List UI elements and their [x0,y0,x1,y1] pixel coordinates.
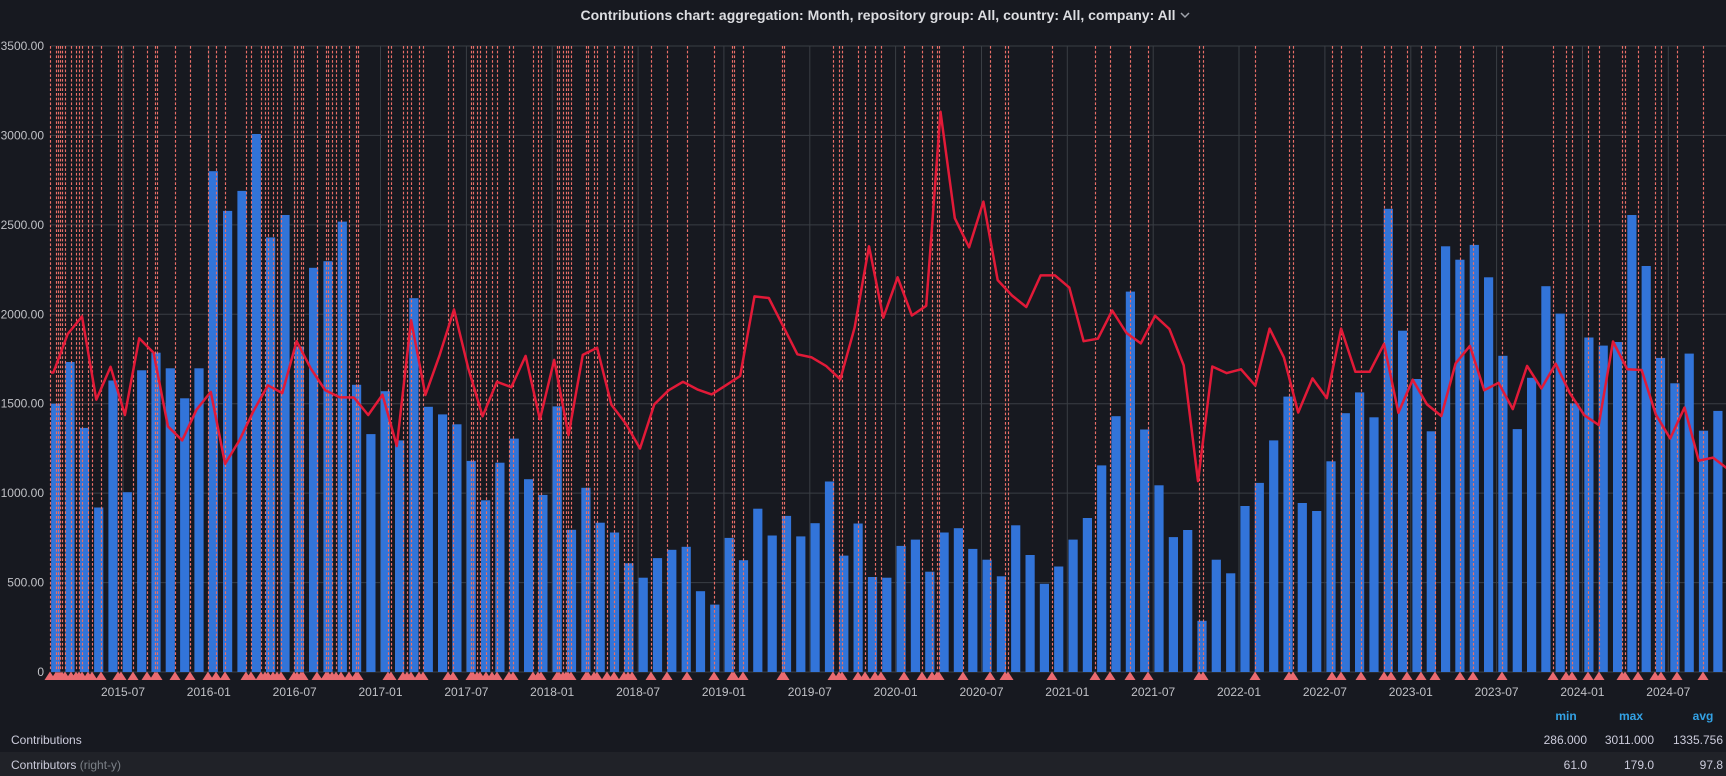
svg-text:2500.00: 2500.00 [1,218,45,232]
svg-text:2022-07: 2022-07 [1303,685,1347,699]
svg-text:min: min [1555,709,1576,723]
svg-text:2015-07: 2015-07 [101,685,145,699]
svg-text:1335.756: 1335.756 [1673,733,1723,747]
svg-text:2024-07: 2024-07 [1646,685,1690,699]
svg-text:1500.00: 1500.00 [1,397,45,411]
svg-text:Contributors (right-y): Contributors (right-y) [11,758,121,772]
svg-text:2020-07: 2020-07 [959,685,1003,699]
svg-text:2018-07: 2018-07 [616,685,660,699]
svg-text:2016-07: 2016-07 [273,685,317,699]
svg-text:3000.00: 3000.00 [1,128,45,142]
svg-text:2017-07: 2017-07 [444,685,488,699]
svg-text:2016-01: 2016-01 [187,685,231,699]
svg-text:2020-01: 2020-01 [874,685,918,699]
svg-text:avg: avg [1693,709,1714,723]
svg-text:2019-01: 2019-01 [702,685,746,699]
svg-text:500.00: 500.00 [7,576,44,590]
svg-text:2019-07: 2019-07 [788,685,832,699]
svg-text:61.0: 61.0 [1564,758,1588,772]
svg-text:Contributions chart: aggregati: Contributions chart: aggregation: Month,… [581,7,1176,23]
svg-text:286.000: 286.000 [1544,733,1588,747]
svg-text:2000.00: 2000.00 [1,307,45,321]
svg-text:179.0: 179.0 [1624,758,1654,772]
svg-text:2021-01: 2021-01 [1045,685,1089,699]
svg-text:2021-07: 2021-07 [1131,685,1175,699]
svg-text:3011.000: 3011.000 [1605,733,1654,747]
svg-text:2024-01: 2024-01 [1560,685,1604,699]
svg-text:Contributions: Contributions [11,733,82,747]
svg-text:max: max [1619,709,1643,723]
svg-text:2018-01: 2018-01 [530,685,574,699]
svg-text:2023-01: 2023-01 [1389,685,1433,699]
svg-text:1000.00: 1000.00 [1,486,45,500]
svg-text:2017-01: 2017-01 [358,685,402,699]
svg-text:2023-07: 2023-07 [1475,685,1519,699]
svg-text:0: 0 [37,665,44,679]
svg-text:2022-01: 2022-01 [1217,685,1261,699]
svg-text:3500.00: 3500.00 [1,39,45,53]
svg-text:97.8: 97.8 [1700,758,1724,772]
